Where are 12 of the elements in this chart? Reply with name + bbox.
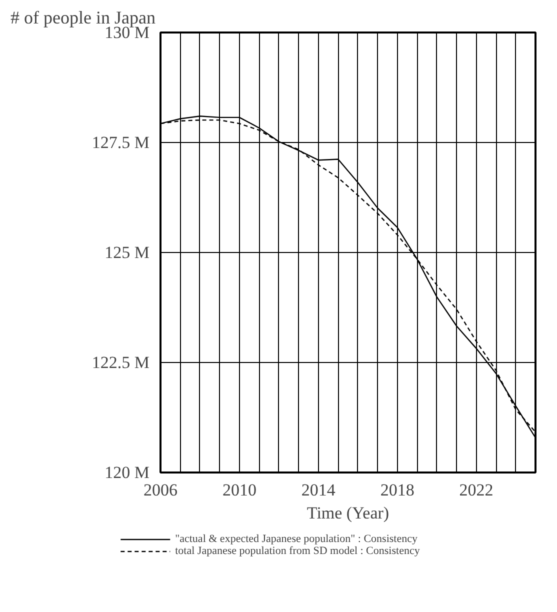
x-tick-label: 2006 <box>144 480 178 500</box>
y-tick-label: 125 M <box>104 243 150 262</box>
y-tick-label: 120 M <box>104 463 150 482</box>
x-tick-label: 2018 <box>380 480 414 500</box>
legend-label: "actual & expected Japanese population" : Consistency <box>175 533 418 545</box>
x-tick-label: 2014 <box>301 480 336 500</box>
y-tick-label: 127.5 M <box>92 133 150 152</box>
x-axis-title: Time (Year) <box>306 504 390 522</box>
legend-label: total Japanese population from SD model : Consistency <box>175 545 420 557</box>
x-tick-label: 2022 <box>459 480 494 500</box>
x-tick-label: 2010 <box>222 480 256 500</box>
y-tick-label: 122.5 M <box>92 353 150 372</box>
